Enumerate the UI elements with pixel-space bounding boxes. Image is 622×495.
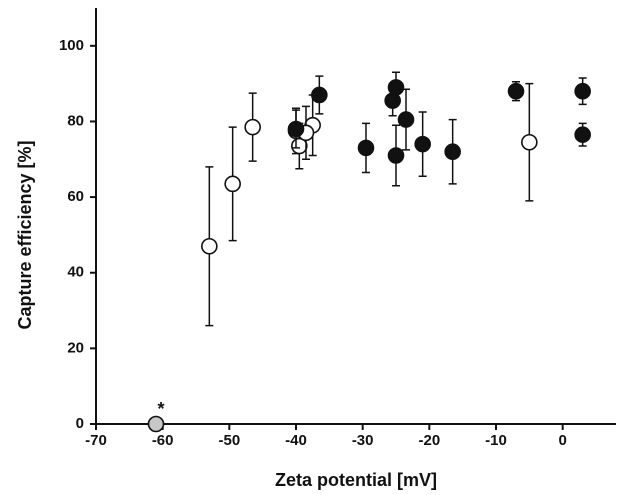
- x-tick-label: -10: [485, 432, 507, 449]
- x-axis-title: Zeta potential [mV]: [275, 470, 437, 490]
- data-point: [444, 143, 461, 161]
- data-point: [507, 82, 525, 100]
- data-point: [147, 415, 165, 433]
- x-tick-label: -50: [218, 432, 240, 449]
- y-tick-label: 60: [67, 188, 84, 205]
- x-tick-label: -70: [85, 432, 107, 449]
- data-point: [414, 135, 431, 153]
- y-tick-label: 20: [67, 339, 84, 356]
- data-point: [357, 139, 375, 157]
- y-tick-label: 80: [67, 112, 84, 129]
- y-axis-title: Capture efficiency [%]: [15, 140, 35, 329]
- data-point: [311, 86, 328, 104]
- data-point: [387, 79, 405, 96]
- data-point: [287, 120, 305, 138]
- x-tick-label: -40: [285, 432, 307, 449]
- data-point: [574, 126, 591, 143]
- y-tick-label: 40: [67, 264, 84, 281]
- data-point: [201, 237, 218, 255]
- x-tick-label: -20: [418, 432, 440, 449]
- x-tick-label: -60: [152, 432, 174, 449]
- data-point: [387, 147, 405, 164]
- y-tick-label: 0: [76, 415, 84, 432]
- data-point: [224, 175, 241, 193]
- y-tick-label: 100: [59, 37, 84, 54]
- data-point: [574, 82, 591, 100]
- x-tick-label: -30: [352, 432, 374, 449]
- data-point: [397, 111, 415, 128]
- annotation: *: [157, 399, 164, 419]
- data-point: [521, 133, 538, 151]
- x-tick-label: 0: [558, 432, 566, 449]
- data-point: [244, 118, 261, 136]
